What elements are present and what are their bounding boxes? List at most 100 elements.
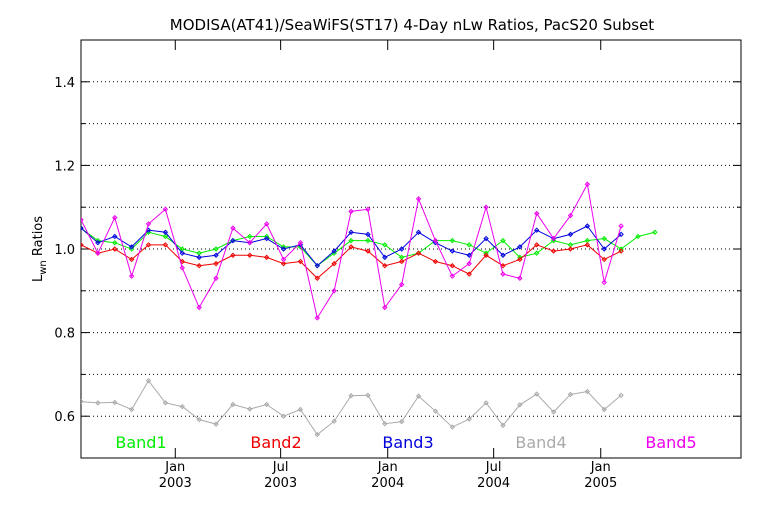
x-tick-label-year: 2005 bbox=[584, 476, 617, 491]
data-point bbox=[280, 256, 287, 263]
data-point bbox=[601, 279, 607, 286]
data-point bbox=[213, 260, 219, 267]
series-band4 bbox=[81, 377, 624, 438]
data-point bbox=[466, 252, 472, 258]
data-point bbox=[280, 260, 287, 267]
data-point bbox=[466, 242, 472, 248]
data-point bbox=[230, 401, 236, 408]
data-point bbox=[348, 393, 354, 399]
chart-title: MODISA(AT41)/SeaWiFS(ST17) 4-Day nLw Rat… bbox=[170, 16, 655, 34]
data-point bbox=[179, 403, 185, 410]
data-point bbox=[230, 237, 236, 244]
data-point bbox=[618, 223, 624, 229]
data-point bbox=[517, 244, 523, 250]
data-point bbox=[382, 254, 388, 261]
data-point bbox=[112, 246, 118, 252]
data-point bbox=[449, 237, 456, 244]
data-point bbox=[162, 242, 169, 248]
data-point bbox=[348, 237, 354, 244]
data-point bbox=[449, 424, 456, 430]
data-point bbox=[432, 258, 439, 265]
data-point bbox=[365, 237, 371, 244]
data-point bbox=[230, 252, 236, 258]
data-point bbox=[550, 248, 557, 254]
y-tick-label: 1.4 bbox=[54, 76, 75, 91]
legend: Band1 Band2 Band3 Band4 Band5 bbox=[115, 433, 696, 452]
data-point bbox=[297, 258, 304, 265]
data-point bbox=[466, 260, 472, 267]
data-point bbox=[550, 409, 557, 415]
data-point bbox=[483, 204, 489, 210]
data-point bbox=[517, 402, 523, 408]
x-tick-label-month: Jan bbox=[590, 460, 611, 475]
data-point bbox=[618, 392, 624, 399]
data-point bbox=[382, 304, 388, 311]
data-point bbox=[584, 223, 591, 229]
data-point bbox=[263, 221, 270, 227]
data-point bbox=[500, 237, 506, 244]
data-point bbox=[331, 248, 337, 254]
data-point bbox=[145, 242, 152, 248]
data-point bbox=[584, 388, 591, 395]
data-point bbox=[534, 227, 540, 233]
data-point bbox=[348, 244, 354, 250]
data-point bbox=[348, 229, 354, 235]
series-band5 bbox=[81, 181, 624, 321]
x-tick-label-month: Jan bbox=[164, 460, 185, 475]
data-point bbox=[196, 416, 202, 423]
data-point bbox=[95, 240, 101, 246]
data-point bbox=[145, 377, 152, 384]
data-point bbox=[128, 244, 135, 250]
data-point bbox=[382, 242, 388, 248]
data-point bbox=[500, 271, 506, 277]
data-point bbox=[112, 214, 118, 221]
x-tick-label-year: 2004 bbox=[477, 476, 510, 491]
data-point bbox=[314, 315, 321, 321]
data-point bbox=[365, 392, 371, 399]
data-point bbox=[213, 246, 219, 252]
data-point bbox=[112, 240, 118, 246]
data-point bbox=[534, 391, 540, 397]
data-point bbox=[247, 252, 253, 258]
data-point bbox=[196, 263, 202, 269]
y-axis-label-main: L bbox=[31, 274, 46, 282]
data-point bbox=[382, 421, 388, 427]
y-tick-label: 1.2 bbox=[54, 159, 75, 174]
data-point bbox=[500, 422, 506, 429]
data-point bbox=[398, 418, 405, 425]
data-point bbox=[601, 406, 607, 413]
data-point bbox=[567, 212, 574, 219]
data-point bbox=[550, 235, 557, 242]
data-point bbox=[635, 233, 641, 240]
y-axis-ticks: 0.6 0.8 1.0 1.2 1.4 bbox=[54, 76, 741, 425]
data-point bbox=[584, 181, 591, 187]
data-point bbox=[196, 254, 202, 261]
data-point bbox=[483, 252, 489, 258]
data-point bbox=[81, 242, 84, 248]
data-point bbox=[247, 233, 253, 240]
data-point bbox=[348, 208, 354, 215]
data-point bbox=[534, 250, 540, 256]
data-point bbox=[415, 196, 422, 202]
y-tick-label: 0.6 bbox=[54, 410, 75, 425]
series-line bbox=[81, 227, 655, 267]
y-axis-label: Lwn Ratios bbox=[31, 216, 49, 282]
data-point bbox=[230, 225, 236, 231]
data-point bbox=[297, 406, 304, 413]
data-point bbox=[162, 233, 169, 240]
data-point bbox=[314, 275, 321, 281]
data-point bbox=[162, 400, 169, 406]
series-band2 bbox=[81, 242, 624, 281]
data-point bbox=[263, 235, 270, 242]
data-point bbox=[432, 237, 439, 244]
data-point bbox=[365, 206, 371, 212]
data-point bbox=[95, 250, 101, 256]
data-point bbox=[128, 406, 135, 413]
legend-item-band2: Band2 bbox=[250, 433, 301, 452]
data-point bbox=[415, 229, 422, 235]
data-point bbox=[449, 248, 456, 254]
legend-item-band3: Band3 bbox=[382, 433, 433, 452]
data-point bbox=[517, 275, 523, 281]
data-point bbox=[618, 248, 624, 254]
